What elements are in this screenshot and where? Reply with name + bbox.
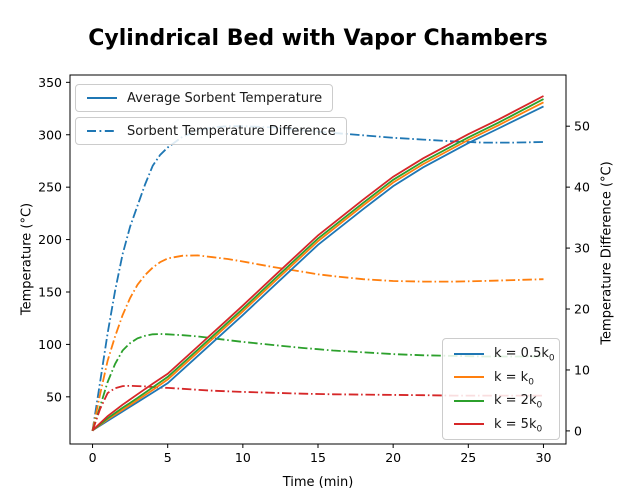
y-right-tick-label: 40 (574, 180, 590, 195)
line-swatch-red-icon (454, 423, 484, 426)
legend-k-values: k = 0.5k0 k = k0 k = 2k0 k = 5k0 (442, 338, 560, 440)
line-swatch-blue-icon (454, 352, 484, 355)
series-diff-k1 (91, 254, 544, 432)
y-left-tick-label: 200 (38, 232, 62, 247)
y-left-tick-label: 300 (38, 127, 62, 142)
line-swatch-orange-icon (454, 376, 484, 379)
x-tick-label: 25 (460, 450, 476, 465)
x-tick-label: 5 (164, 450, 172, 465)
legend-average-temperature: Average Sorbent Temperature (75, 84, 334, 112)
dashdot-line-swatch-icon (87, 130, 117, 132)
series-diff-k5 (91, 384, 544, 432)
series-avg-k2 (91, 98, 544, 432)
y-left-tick-label: 250 (38, 180, 62, 195)
solid-line-swatch-icon (87, 97, 117, 99)
legend-label-k5: k = 5k0 (494, 416, 543, 435)
y-right-tick-label: 10 (574, 362, 590, 377)
legend-temperature-difference: Sorbent Temperature Difference (75, 117, 347, 145)
legend-label-average-temperature: Average Sorbent Temperature (127, 90, 323, 106)
x-tick-label: 10 (235, 450, 251, 465)
legend-label-k1: k = k0 (494, 369, 534, 388)
y-right-tick-label: 0 (574, 423, 582, 438)
legend-label-k0p5: k = 0.5k0 (494, 346, 555, 364)
legend-label-temperature-difference: Sorbent Temperature Difference (127, 123, 336, 139)
legend-entry-k0p5: k = 0.5k0 (443, 343, 559, 365)
chart-title: Cylindrical Bed with Vapor Chambers (88, 26, 548, 51)
x-tick-label: 15 (310, 450, 326, 465)
series-avg-k1 (91, 101, 544, 432)
y-left-tick-label: 150 (38, 284, 62, 299)
x-tick-label: 30 (536, 450, 552, 465)
y-right-tick-label: 50 (574, 119, 590, 134)
legend-label-k2: k = 2k0 (494, 393, 543, 411)
series-avg-k5 (91, 95, 544, 432)
y-left-tick-label: 50 (46, 389, 62, 404)
y-axis-label-left: Temperature (°C) (19, 202, 35, 316)
y-left-tick-label: 350 (38, 75, 62, 90)
legend-entry-k2: k = 2k0 (443, 390, 559, 412)
x-axis-label: Time (min) (282, 475, 354, 490)
legend-entry-k5: k = 5k0 (443, 413, 559, 435)
y-axis-label-right: Temperature Difference (°C) (599, 161, 615, 345)
series-diff-k2 (91, 333, 544, 432)
x-tick-label: 0 (89, 450, 97, 465)
y-right-tick-label: 30 (574, 241, 590, 256)
legend-entry-k1: k = k0 (443, 366, 559, 388)
x-tick-label: 20 (385, 450, 401, 465)
line-swatch-green-icon (454, 399, 484, 402)
y-left-tick-label: 100 (38, 337, 62, 352)
y-right-tick-label: 20 (574, 302, 590, 317)
series-avg-k0p5 (92, 105, 544, 432)
